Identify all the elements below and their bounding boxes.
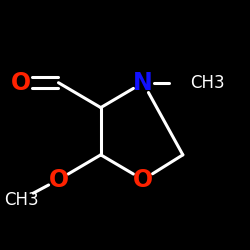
- Text: CH3: CH3: [4, 190, 38, 208]
- Text: CH3: CH3: [190, 74, 225, 92]
- Text: N: N: [133, 71, 153, 95]
- Text: O: O: [48, 168, 68, 192]
- Text: O: O: [133, 168, 153, 192]
- Text: O: O: [11, 71, 31, 95]
